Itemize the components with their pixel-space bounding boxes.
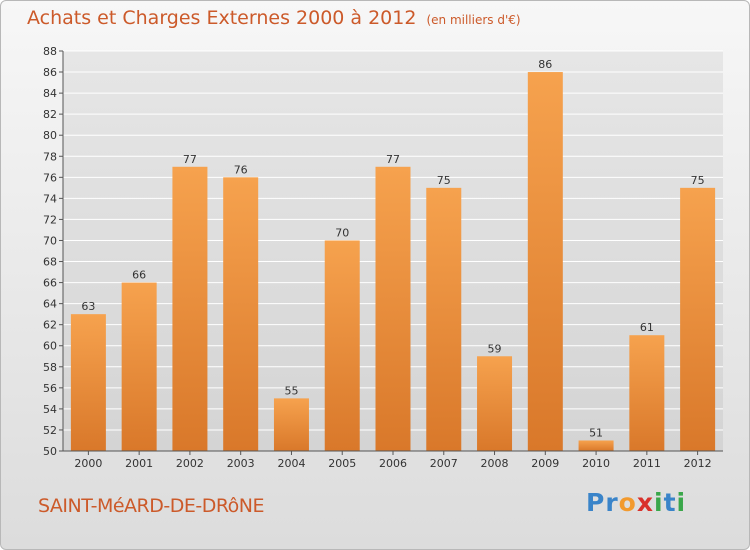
bar-value-label: 77	[386, 153, 400, 166]
y-tick-label: 84	[43, 87, 57, 100]
logo-letter: P	[586, 488, 606, 517]
bar-2006	[375, 166, 411, 451]
x-tick-label: 2008	[481, 457, 509, 470]
bar-value-label: 75	[437, 174, 451, 187]
y-tick-label: 50	[43, 445, 57, 458]
bar-2000	[70, 314, 106, 451]
bar-value-label: 86	[538, 58, 552, 71]
bar-2005	[324, 240, 360, 451]
y-tick-label: 58	[43, 361, 57, 374]
y-tick-label: 52	[43, 424, 57, 437]
bar-2011	[629, 335, 665, 451]
place-name: SAINT-MéARD-DE-DRôNE	[38, 495, 265, 517]
bar-2007	[426, 187, 462, 451]
bar-value-label: 59	[488, 342, 502, 355]
y-axis: 50 52 54 56 58 60 62 64 66 68 70 72 74 76 78 80 82 84 86 88	[43, 45, 64, 458]
x-tick-label: 2007	[430, 457, 458, 470]
y-tick-label: 60	[43, 340, 57, 353]
bar-value-label: 77	[183, 153, 197, 166]
x-tick-label: 2003	[227, 457, 255, 470]
bar-value-label: 76	[234, 163, 248, 176]
logo-letter: o	[618, 488, 637, 517]
y-tick-label: 76	[43, 171, 57, 184]
logo-letter: i	[654, 488, 664, 517]
x-tick-label: 2000	[74, 457, 102, 470]
proxiti-logo: Proxiti	[586, 488, 686, 517]
y-tick-label: 54	[43, 403, 57, 416]
y-tick-label: 70	[43, 234, 57, 247]
x-tick-label: 2006	[379, 457, 407, 470]
bar-2010	[578, 440, 614, 451]
chart-subtitle: (en milliers d'€)	[426, 13, 521, 27]
x-tick-label: 2001	[125, 457, 153, 470]
x-tick-label: 2010	[582, 457, 610, 470]
bar-2012	[680, 187, 716, 451]
bar-value-label: 75	[691, 174, 705, 187]
bar-2008	[477, 356, 513, 451]
y-tick-label: 80	[43, 129, 57, 142]
y-tick-label: 56	[43, 382, 57, 395]
bar-2002	[172, 166, 208, 451]
y-tick-label: 74	[43, 192, 57, 205]
bar-value-label: 70	[335, 226, 349, 239]
x-tick-label: 2012	[684, 457, 712, 470]
y-tick-label: 78	[43, 150, 57, 163]
bar-value-label: 63	[81, 300, 95, 313]
chart-title: Achats et Charges Externes 2000 à 2012 (e…	[27, 7, 521, 29]
x-tick-label: 2011	[633, 457, 661, 470]
bar-2003	[223, 177, 259, 451]
y-tick-label: 62	[43, 319, 57, 332]
y-tick-label: 68	[43, 256, 57, 269]
y-tick-label: 86	[43, 66, 57, 79]
x-tick-label: 2005	[328, 457, 356, 470]
logo-letter: i	[676, 488, 687, 517]
x-tick-label: 2009	[531, 457, 559, 470]
bar-value-label: 61	[640, 321, 654, 334]
logo-letter: x	[636, 488, 654, 517]
bar-2009	[527, 72, 563, 451]
logo-letter: t	[663, 488, 677, 517]
bar-value-label: 55	[284, 384, 298, 397]
bar-value-label: 66	[132, 269, 146, 282]
y-tick-label: 72	[43, 213, 57, 226]
x-axis: 2000 2001 2002 2003 2004 2005 2006 2007 2008 2009…	[63, 450, 723, 470]
y-tick-label: 64	[43, 298, 57, 311]
logo-letter: r	[605, 488, 619, 517]
x-tick-label: 2002	[176, 457, 204, 470]
y-tick-label: 88	[43, 45, 57, 58]
bar-value-label: 51	[589, 426, 603, 439]
x-tick-label: 2004	[277, 457, 305, 470]
y-tick-label: 66	[43, 277, 57, 290]
bar-2001	[121, 282, 157, 451]
bar-2004	[273, 398, 309, 451]
y-tick-label: 82	[43, 108, 57, 121]
title-text: Achats et Charges Externes 2000 à 2012	[27, 7, 417, 29]
bars: 63 66 77 76 55 70 77 75 59 86 51 61 75	[70, 58, 716, 451]
